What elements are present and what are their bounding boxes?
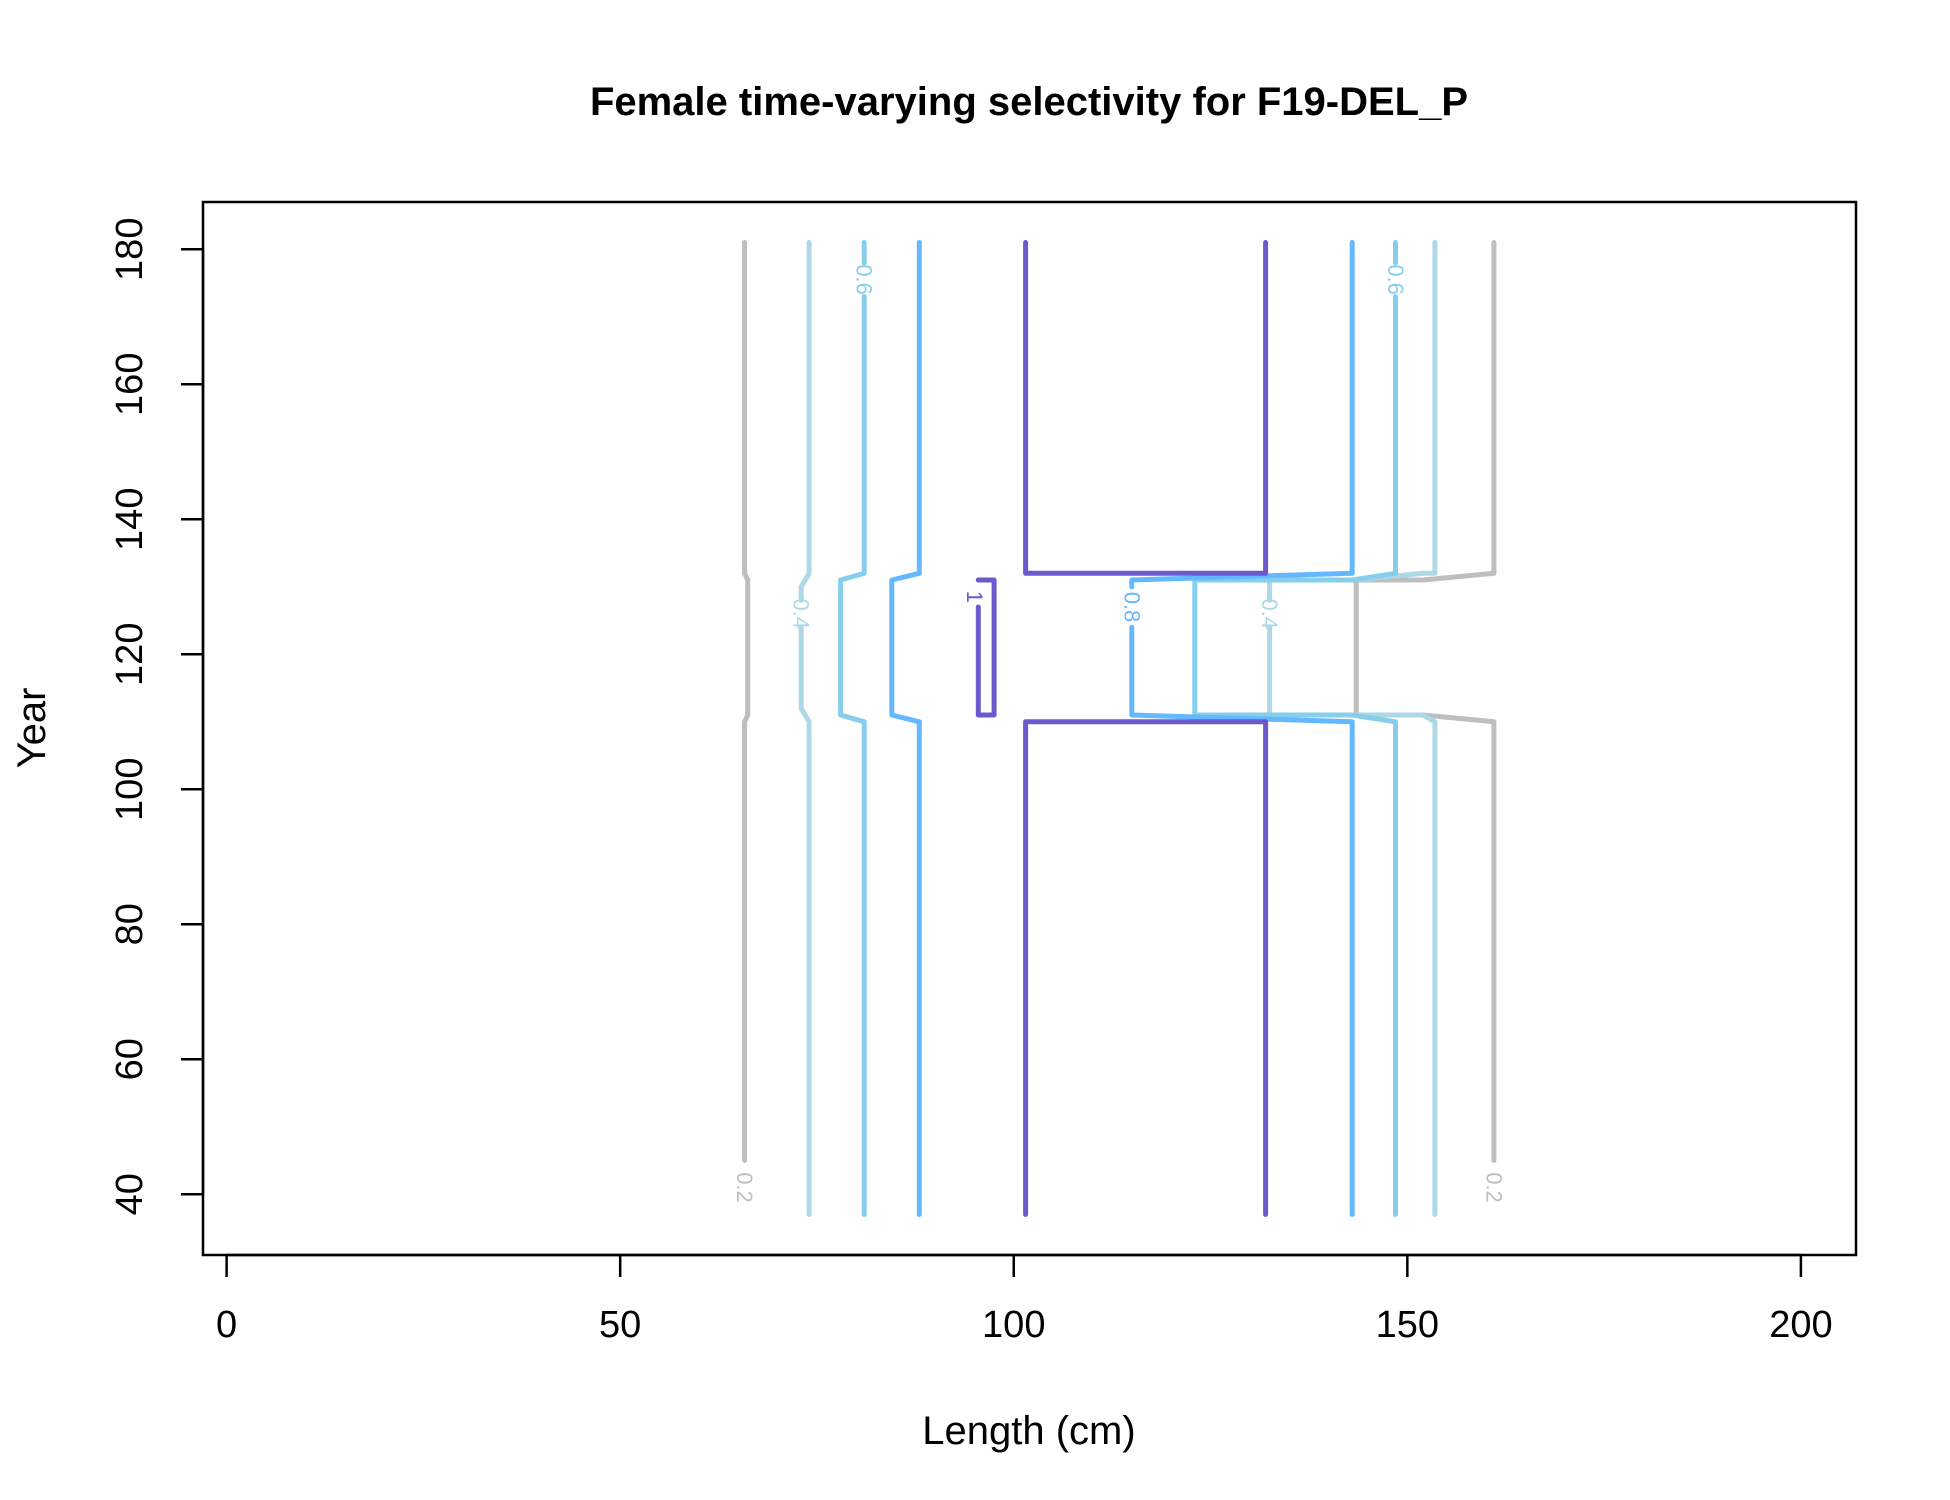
plot-frame [201,200,1858,1257]
contour-line-0-1 [1353,240,1497,1163]
contour-line-0-0 [742,240,751,1163]
contour-labels: 0.2 0.2 0.4 0.4 0.6 0.6 0.8 1 [732,264,1506,1202]
contour-line-4-2 [975,577,997,718]
contour-label-0-0: 0.2 [732,1172,757,1203]
contour-label-0-1: 0.2 [1481,1172,1506,1203]
y-tick-label-1: 60 [109,1038,151,1080]
x-axis: 0 50 100 150 200 [216,1253,1833,1346]
contour-label-4-2: 1 [962,591,987,603]
contour-line-1-1 [798,240,812,603]
y-tick-label-6: 160 [109,353,151,416]
contour-label-1-3: 0.4 [1257,598,1282,629]
contour-lines [742,240,1497,1217]
contour-line-4-0 [1023,719,1269,1217]
x-axis-label: Length (cm) [922,1409,1135,1453]
contour-label-2-1: 0.6 [852,264,877,295]
contour-line-4-1 [1023,240,1269,576]
y-tick-label-3: 100 [109,758,151,821]
contour-line-3-1 [1129,624,1355,1217]
x-tick-label-3: 150 [1376,1304,1439,1346]
y-tick-label-7: 180 [109,218,151,281]
y-tick-label-2: 80 [109,903,151,945]
contour-line-2-2 [1192,294,1398,1217]
x-tick-label-1: 50 [599,1304,641,1346]
contour-label-2-3: 0.6 [1383,264,1408,295]
contour-line-1-2 [1267,624,1438,1217]
x-tick-label-2: 100 [982,1304,1045,1346]
y-tick-label-5: 140 [109,488,151,551]
x-tick-label-0: 0 [216,1304,237,1346]
contour-line-3-0 [889,240,922,1217]
contour-line-1-0 [798,624,812,1217]
y-axis: 40 60 80 100 120 140 160 180 [109,218,205,1215]
contour-label-1-1: 0.4 [789,598,814,629]
contour-label-3-2: 0.8 [1119,592,1144,623]
contour-line-3-2 [1129,240,1355,590]
y-tick-label-0: 40 [109,1173,151,1215]
x-tick-label-4: 200 [1769,1304,1832,1346]
y-axis-label: Year [10,688,54,769]
chart-title: Female time-varying selectivity for F19-… [590,80,1468,124]
y-tick-label-4: 120 [109,623,151,686]
contour-line-2-0 [838,294,867,1217]
